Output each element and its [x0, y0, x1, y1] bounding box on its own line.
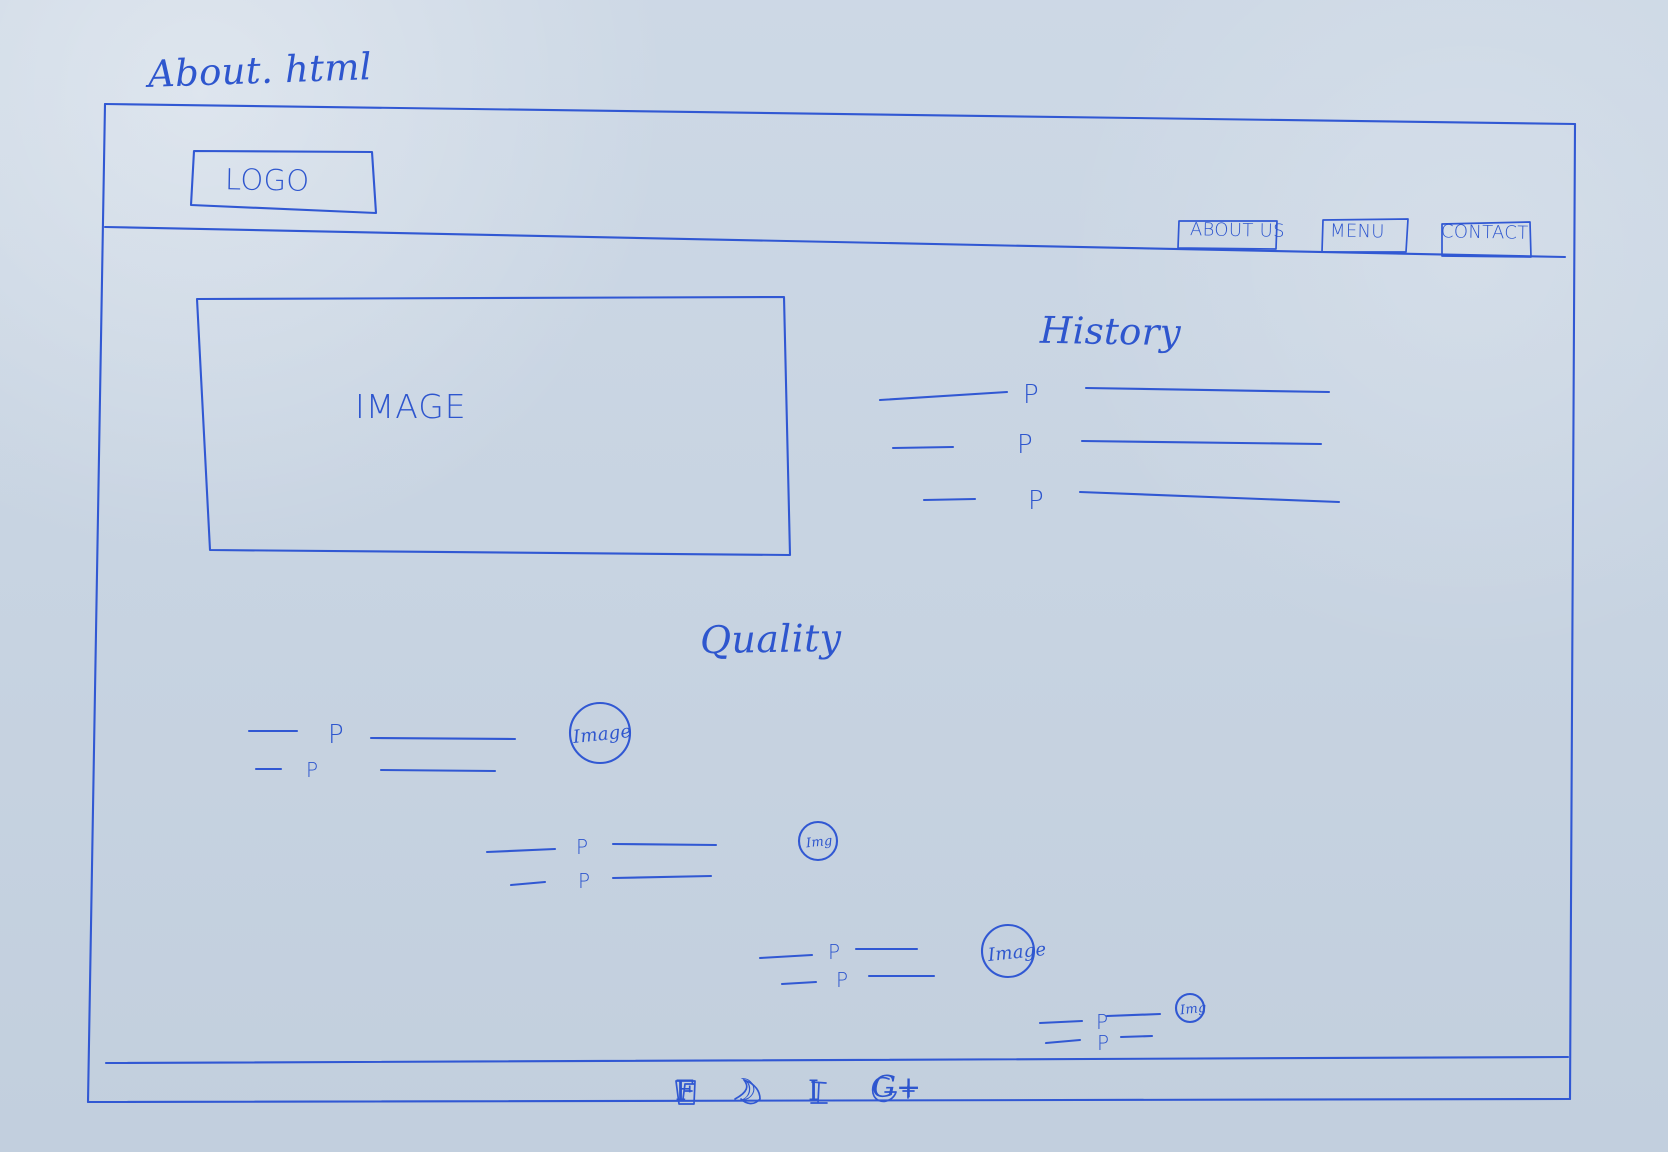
quality-row-1-right-1 [369, 736, 517, 741]
quality-row-2-left-1 [485, 847, 557, 854]
nav-menu-box [1321, 218, 1409, 253]
quality-row-2-right-1 [611, 842, 718, 847]
quality-row-1-p-1: P [328, 720, 344, 750]
quality-row-3-p-1: P [828, 940, 841, 964]
quality-row-4-p-1: P [1096, 1010, 1109, 1034]
logo-box [189, 149, 378, 215]
nav-about-us[interactable]: ABOUT US [1189, 219, 1286, 242]
history-title: History [1039, 308, 1182, 355]
twitter-icon[interactable]: ☽ [730, 1073, 757, 1108]
quality-row-3-p-2: P [836, 968, 849, 992]
nav-contact[interactable]: CONTACT [1440, 221, 1529, 244]
instagram-icon[interactable]: I [808, 1074, 820, 1107]
history-p-1: P [1023, 380, 1039, 410]
quality-row-4-image-circle [1174, 992, 1206, 1024]
google-plus-icon-sketch [871, 1076, 915, 1103]
history-line-left-1 [878, 390, 1009, 402]
facebook-icon-f [682, 1083, 695, 1100]
quality-row-3-image-circle [980, 923, 1036, 979]
hero-image-box [195, 295, 792, 557]
history-line-right-2 [1080, 439, 1323, 446]
footer-divider [104, 1055, 1570, 1065]
quality-row-4-right-2 [1119, 1034, 1154, 1039]
quality-row-4-left-1 [1038, 1019, 1084, 1025]
quality-row-4-p-2: P [1097, 1031, 1110, 1055]
history-p-3: P [1028, 486, 1044, 516]
quality-row-2-p-1: P [576, 835, 589, 859]
nav-about-box [1177, 220, 1278, 250]
history-line-left-3 [922, 497, 977, 502]
google-plus-icon[interactable]: G+ [872, 1070, 922, 1105]
quality-row-3-left-1 [758, 953, 814, 960]
quality-row-4-image-label: Img [1179, 1000, 1208, 1019]
history-line-right-1 [1084, 386, 1331, 394]
file-title: About. html [147, 45, 373, 96]
history-line-left-2 [891, 445, 955, 450]
logo-label: LOGO [224, 162, 310, 198]
quality-title: Quality [699, 615, 842, 663]
quality-row-2-image-label: Img [805, 833, 834, 852]
quality-row-1-right-2 [379, 768, 497, 773]
facebook-icon-box [675, 1080, 696, 1105]
quality-row-1-p-2: P [306, 758, 319, 782]
outer-frame-left [86, 102, 107, 1104]
quality-row-2-right-2 [611, 874, 713, 880]
outer-frame-top [103, 102, 1577, 126]
quality-row-2-image-circle [797, 820, 839, 862]
nav-contact-box [1441, 221, 1532, 258]
outer-frame-bottom [86, 1097, 1572, 1104]
nav-menu[interactable]: MENU [1329, 220, 1385, 243]
quality-row-4-right-1 [1105, 1012, 1162, 1018]
outer-frame-right [1568, 122, 1577, 1101]
history-p-2: P [1017, 430, 1033, 460]
quality-row-1-image-circle [568, 701, 632, 765]
facebook-icon[interactable]: F [675, 1074, 695, 1107]
quality-row-4-left-2 [1044, 1038, 1082, 1045]
quality-row-2-left-2 [509, 880, 547, 887]
twitter-icon-sketch [734, 1079, 761, 1105]
instagram-icon-sketch [810, 1081, 828, 1104]
quality-row-3-left-2 [780, 980, 818, 986]
history-line-right-3 [1078, 490, 1341, 504]
quality-row-2-p-2: P [578, 869, 591, 893]
hero-image-label: IMAGE [355, 387, 467, 426]
